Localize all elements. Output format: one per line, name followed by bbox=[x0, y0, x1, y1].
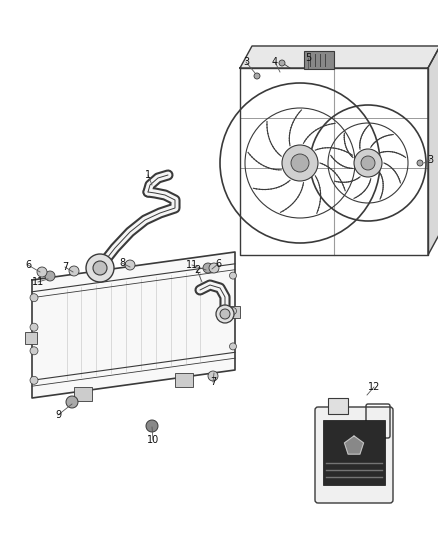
Text: 11: 11 bbox=[186, 260, 198, 270]
Text: 7: 7 bbox=[62, 262, 68, 272]
Circle shape bbox=[209, 263, 219, 273]
Text: 9: 9 bbox=[55, 410, 61, 420]
Bar bbox=[328, 398, 348, 414]
Text: 2: 2 bbox=[194, 265, 200, 275]
Polygon shape bbox=[240, 46, 438, 68]
Circle shape bbox=[230, 343, 237, 350]
Circle shape bbox=[30, 323, 38, 331]
FancyBboxPatch shape bbox=[304, 51, 334, 69]
Circle shape bbox=[203, 263, 213, 273]
Circle shape bbox=[354, 149, 382, 177]
Text: 11: 11 bbox=[32, 277, 44, 287]
Circle shape bbox=[30, 347, 38, 355]
FancyBboxPatch shape bbox=[175, 373, 193, 387]
Circle shape bbox=[230, 272, 237, 279]
Circle shape bbox=[45, 271, 55, 281]
Polygon shape bbox=[428, 46, 438, 255]
Circle shape bbox=[230, 308, 237, 314]
Bar bbox=[323, 420, 385, 485]
Circle shape bbox=[254, 73, 260, 79]
Circle shape bbox=[208, 371, 218, 381]
FancyBboxPatch shape bbox=[315, 407, 393, 503]
Circle shape bbox=[279, 60, 285, 66]
Circle shape bbox=[93, 261, 107, 275]
Text: 8: 8 bbox=[119, 258, 125, 268]
Text: 6: 6 bbox=[25, 260, 31, 270]
Circle shape bbox=[291, 154, 309, 172]
Polygon shape bbox=[32, 252, 235, 398]
Text: 10: 10 bbox=[147, 435, 159, 445]
Circle shape bbox=[216, 305, 234, 323]
Text: 4: 4 bbox=[272, 57, 278, 67]
Circle shape bbox=[125, 260, 135, 270]
Text: 6: 6 bbox=[215, 259, 221, 269]
Text: 3: 3 bbox=[427, 155, 433, 165]
Circle shape bbox=[30, 294, 38, 302]
FancyBboxPatch shape bbox=[25, 332, 37, 344]
Circle shape bbox=[220, 309, 230, 319]
Circle shape bbox=[417, 160, 423, 166]
Circle shape bbox=[282, 145, 318, 181]
Circle shape bbox=[361, 156, 375, 170]
Text: 5: 5 bbox=[305, 53, 311, 63]
Circle shape bbox=[37, 267, 47, 277]
Circle shape bbox=[66, 396, 78, 408]
Text: 1: 1 bbox=[145, 170, 151, 180]
Polygon shape bbox=[345, 436, 364, 454]
FancyBboxPatch shape bbox=[74, 387, 92, 401]
Circle shape bbox=[86, 254, 114, 282]
FancyBboxPatch shape bbox=[228, 306, 240, 318]
Text: 3: 3 bbox=[243, 57, 249, 67]
Circle shape bbox=[69, 266, 79, 276]
Text: 12: 12 bbox=[368, 382, 380, 392]
Text: 7: 7 bbox=[210, 377, 216, 387]
Circle shape bbox=[146, 420, 158, 432]
Circle shape bbox=[30, 376, 38, 384]
